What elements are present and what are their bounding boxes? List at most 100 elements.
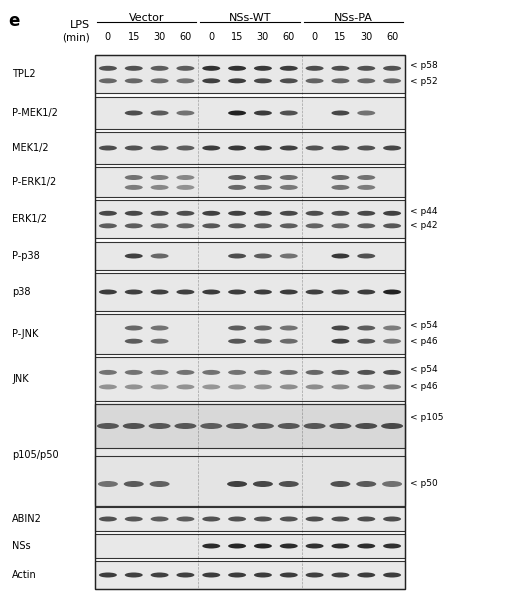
Text: P-p38: P-p38 xyxy=(12,251,40,261)
Ellipse shape xyxy=(202,211,220,216)
Text: 0: 0 xyxy=(208,32,214,42)
Ellipse shape xyxy=(280,325,298,330)
Ellipse shape xyxy=(280,211,298,216)
Text: < p54: < p54 xyxy=(410,321,437,330)
Ellipse shape xyxy=(202,224,220,228)
Ellipse shape xyxy=(228,384,246,390)
Ellipse shape xyxy=(254,110,272,116)
Ellipse shape xyxy=(202,78,220,84)
Ellipse shape xyxy=(99,290,117,295)
Ellipse shape xyxy=(330,423,351,429)
Bar xyxy=(95,97,405,129)
Ellipse shape xyxy=(306,370,324,375)
Ellipse shape xyxy=(99,66,117,71)
Ellipse shape xyxy=(357,384,375,390)
Ellipse shape xyxy=(383,290,401,295)
Ellipse shape xyxy=(151,66,169,71)
Ellipse shape xyxy=(176,145,195,150)
Text: P-MEK1/2: P-MEK1/2 xyxy=(12,108,58,118)
Ellipse shape xyxy=(383,211,401,216)
Ellipse shape xyxy=(125,110,143,116)
Ellipse shape xyxy=(151,78,169,84)
Ellipse shape xyxy=(357,110,375,116)
Bar xyxy=(95,404,405,506)
Ellipse shape xyxy=(176,78,195,84)
Bar xyxy=(95,273,405,311)
Ellipse shape xyxy=(226,423,248,429)
Bar xyxy=(95,132,405,164)
Text: < p42: < p42 xyxy=(410,221,437,230)
Ellipse shape xyxy=(280,185,298,190)
Ellipse shape xyxy=(202,384,220,390)
Ellipse shape xyxy=(228,573,246,578)
Ellipse shape xyxy=(125,516,143,522)
Ellipse shape xyxy=(279,481,299,487)
Text: 30: 30 xyxy=(360,32,372,42)
Ellipse shape xyxy=(228,185,246,190)
Ellipse shape xyxy=(151,384,169,390)
Ellipse shape xyxy=(175,423,196,429)
Ellipse shape xyxy=(176,290,195,295)
Ellipse shape xyxy=(228,290,246,295)
Ellipse shape xyxy=(228,370,246,375)
Ellipse shape xyxy=(125,175,143,180)
Ellipse shape xyxy=(383,516,401,522)
Ellipse shape xyxy=(228,325,246,330)
Text: < p58: < p58 xyxy=(410,61,438,70)
Ellipse shape xyxy=(383,325,401,330)
Ellipse shape xyxy=(228,544,246,548)
Ellipse shape xyxy=(149,423,170,429)
Ellipse shape xyxy=(306,573,324,578)
Ellipse shape xyxy=(151,253,169,259)
Ellipse shape xyxy=(356,481,376,487)
Ellipse shape xyxy=(125,573,143,578)
Ellipse shape xyxy=(383,145,401,150)
Text: 0: 0 xyxy=(105,32,111,42)
Text: NSs: NSs xyxy=(12,541,31,551)
Bar xyxy=(95,404,405,448)
Ellipse shape xyxy=(357,516,375,522)
Ellipse shape xyxy=(280,384,298,390)
Ellipse shape xyxy=(99,573,117,578)
Ellipse shape xyxy=(357,224,375,228)
Ellipse shape xyxy=(125,325,143,330)
Ellipse shape xyxy=(151,339,169,344)
Ellipse shape xyxy=(176,573,195,578)
Ellipse shape xyxy=(331,516,350,522)
Ellipse shape xyxy=(99,516,117,522)
Ellipse shape xyxy=(200,423,222,429)
Ellipse shape xyxy=(253,481,273,487)
Ellipse shape xyxy=(228,175,246,180)
Ellipse shape xyxy=(331,339,350,344)
Ellipse shape xyxy=(381,423,403,429)
Ellipse shape xyxy=(176,66,195,71)
Ellipse shape xyxy=(124,481,144,487)
Ellipse shape xyxy=(383,370,401,375)
Ellipse shape xyxy=(254,325,272,330)
Bar xyxy=(95,55,405,93)
Text: Actin: Actin xyxy=(12,570,37,580)
Ellipse shape xyxy=(254,290,272,295)
Ellipse shape xyxy=(151,211,169,216)
Text: < p52: < p52 xyxy=(410,77,437,86)
Ellipse shape xyxy=(383,573,401,578)
Ellipse shape xyxy=(331,290,350,295)
Text: NSs-WT: NSs-WT xyxy=(229,13,271,23)
Ellipse shape xyxy=(306,290,324,295)
Ellipse shape xyxy=(176,384,195,390)
Ellipse shape xyxy=(202,544,220,548)
Ellipse shape xyxy=(254,78,272,84)
Ellipse shape xyxy=(331,145,350,150)
Ellipse shape xyxy=(176,224,195,228)
Ellipse shape xyxy=(383,78,401,84)
Text: 30: 30 xyxy=(153,32,166,42)
Ellipse shape xyxy=(383,339,401,344)
Ellipse shape xyxy=(383,224,401,228)
Text: 30: 30 xyxy=(257,32,269,42)
Text: MEK1/2: MEK1/2 xyxy=(12,143,49,153)
Ellipse shape xyxy=(202,370,220,375)
Ellipse shape xyxy=(383,544,401,548)
Ellipse shape xyxy=(254,370,272,375)
Ellipse shape xyxy=(151,516,169,522)
Text: p105/p50: p105/p50 xyxy=(12,450,59,460)
